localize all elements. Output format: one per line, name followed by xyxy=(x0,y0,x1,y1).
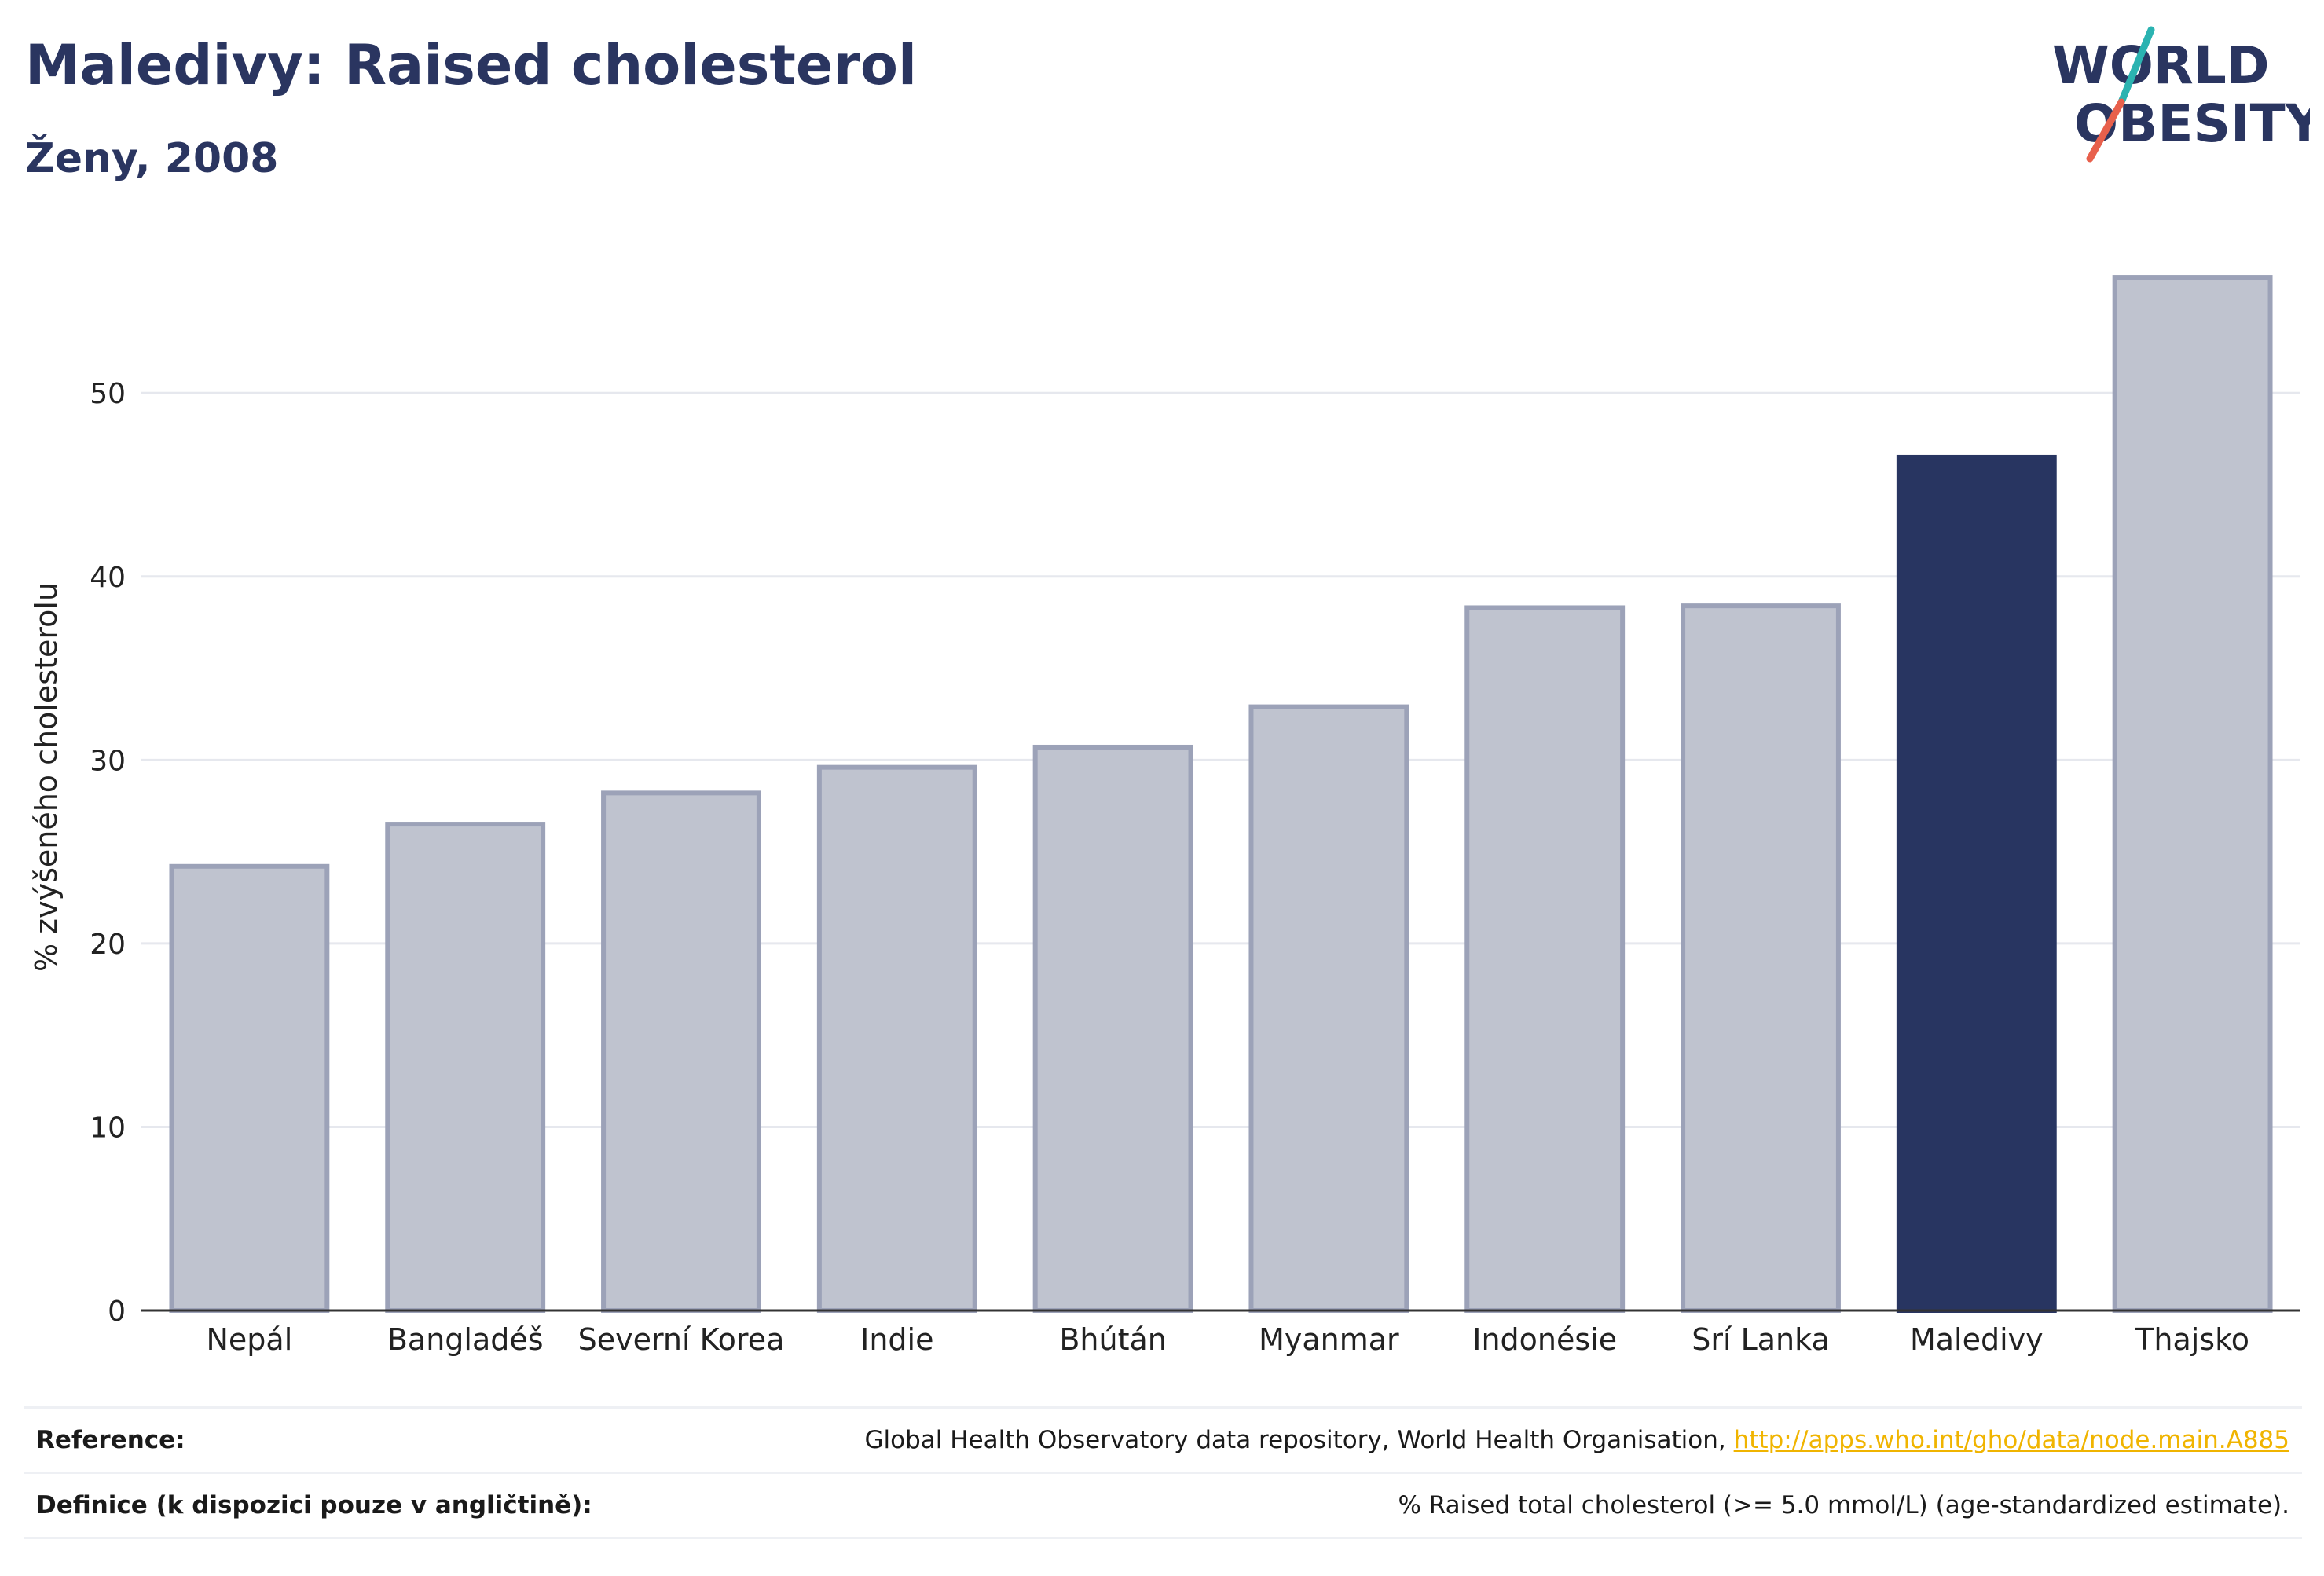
y-axis-label: % zvýšeného cholesterolu xyxy=(29,582,64,972)
logo-slash-red xyxy=(2086,98,2125,163)
reference-text: Global Health Observatory data repositor… xyxy=(864,1426,1734,1454)
x-tick-label: Indonésie xyxy=(1472,1322,1617,1357)
x-tick-label: Bhútán xyxy=(1059,1322,1167,1357)
definition-label: Definice (k dispozici pouze v angličtině… xyxy=(36,1491,592,1519)
bar xyxy=(1248,704,1409,1313)
y-tick-label: 20 xyxy=(90,929,126,961)
y-tick-label: 10 xyxy=(90,1112,126,1144)
y-tick-label: 30 xyxy=(90,745,126,777)
y-tick-label: 40 xyxy=(90,562,126,594)
x-tick-label: Myanmar xyxy=(1259,1322,1399,1357)
x-tick-label: Severní Korea xyxy=(578,1322,785,1357)
x-tick-label: Bangladéš xyxy=(387,1322,544,1357)
page-subtitle: Ženy, 2008 xyxy=(25,135,279,182)
bar xyxy=(1681,603,1841,1313)
bar xyxy=(816,764,977,1313)
bar xyxy=(1896,454,2057,1314)
x-tick-label: Thajsko xyxy=(2135,1322,2249,1357)
logo-slash-teal xyxy=(2117,26,2155,106)
bar xyxy=(1464,605,1626,1313)
logo-line1: WORLD xyxy=(2052,35,2270,96)
bar xyxy=(1032,744,1193,1313)
reference-row: Reference: Global Health Observatory dat… xyxy=(24,1406,2302,1472)
bar-chart: 0 10 20 30 40 50 Nepál Bangladéš Severní Korea In… xyxy=(29,275,2300,1357)
reference-link[interactable]: http://apps.who.int/gho/data/node.main.A… xyxy=(1733,1426,2289,1454)
world-obesity-logo: WORLD OBESITY xyxy=(2043,24,2324,165)
bar xyxy=(601,790,761,1313)
y-tick-label: 0 xyxy=(108,1296,126,1328)
bar xyxy=(2112,275,2273,1313)
page-title: Maledivy: Raised cholesterol xyxy=(25,33,917,97)
reference-value: Global Health Observatory data repositor… xyxy=(865,1426,2302,1454)
bar xyxy=(385,822,546,1313)
y-tick-label: 50 xyxy=(90,378,126,410)
x-tick-label: Maledivy xyxy=(1910,1322,2044,1357)
logo-line2: OBESITY xyxy=(2074,93,2310,154)
x-tick-label: Indie xyxy=(860,1322,933,1357)
definition-row: Definice (k dispozici pouze v angličtině… xyxy=(24,1472,2302,1539)
x-tick-label: Srí Lanka xyxy=(1692,1322,1830,1357)
bar xyxy=(169,863,330,1314)
reference-label: Reference: xyxy=(36,1426,185,1454)
definition-text: % Raised total cholesterol (>= 5.0 mmol/… xyxy=(1398,1491,2289,1519)
x-tick-label: Nepál xyxy=(207,1322,293,1357)
